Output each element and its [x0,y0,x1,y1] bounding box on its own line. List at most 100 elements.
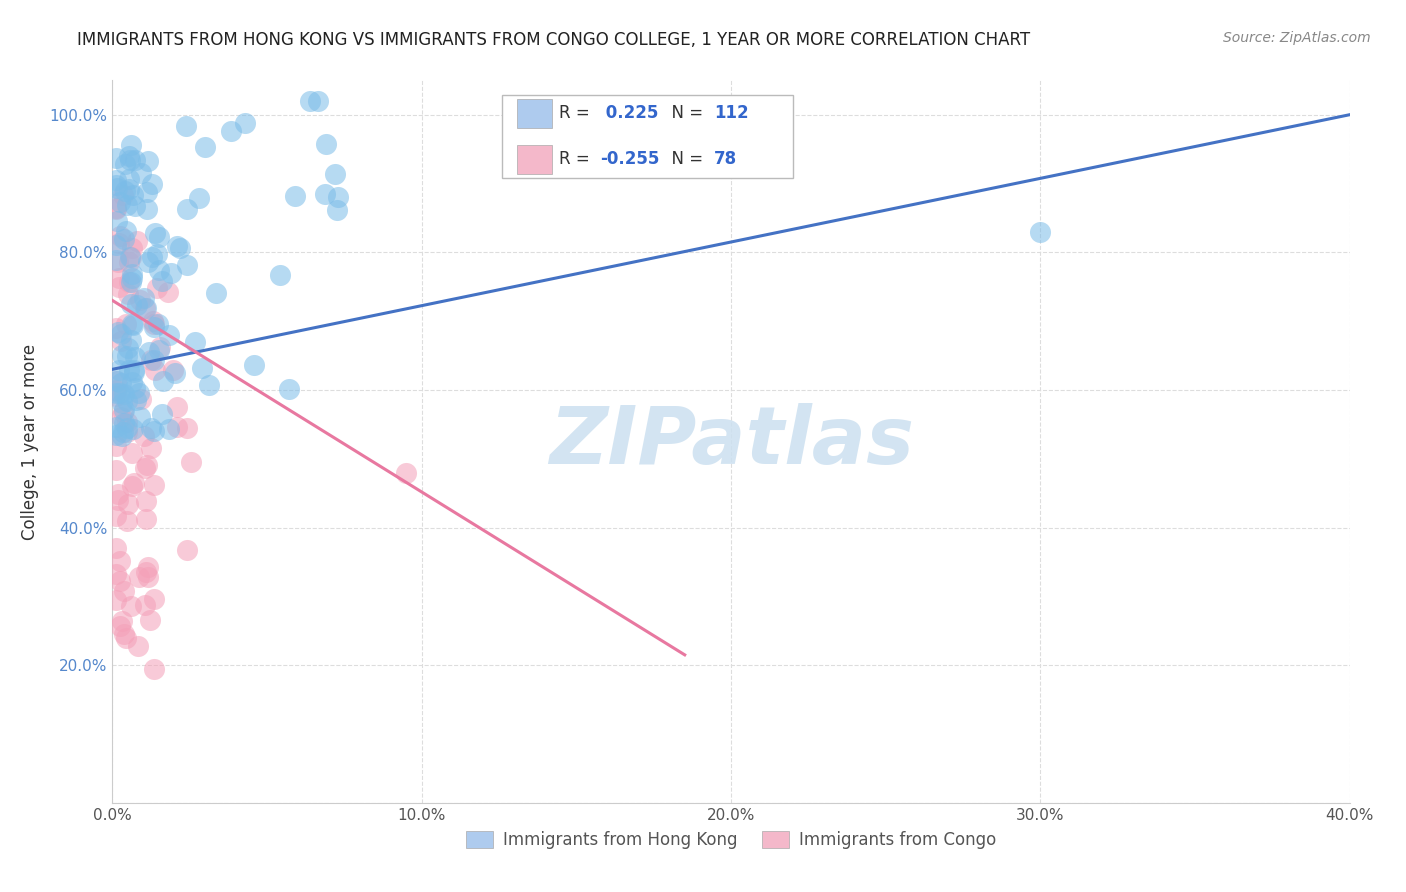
Point [118,363,141,377]
Point [176,258,198,272]
Point [315,137,337,152]
Point [104,509,127,524]
Point [219,123,242,137]
Point [169,241,191,255]
Point [104,321,127,335]
Point [107,493,129,508]
Point [139,442,162,456]
Point [112,188,135,202]
Point [104,201,127,215]
Point [108,194,131,209]
Point [166,419,188,434]
Point [104,386,127,401]
FancyBboxPatch shape [517,99,551,128]
Point [156,285,179,299]
Point [122,365,145,379]
Point [112,416,135,430]
Point [114,184,136,198]
Point [128,570,150,584]
Point [107,487,129,501]
Point [115,415,138,429]
Point [117,341,139,355]
Point [180,455,202,469]
Point [143,478,166,492]
Point [118,149,141,163]
Point [127,639,149,653]
Point [136,570,159,584]
Text: ZIPatlas: ZIPatlas [548,402,914,481]
Point [117,287,139,301]
Point [111,405,134,419]
Point [104,420,127,434]
Point [163,366,186,380]
Point [143,363,166,377]
Legend: Immigrants from Hong Kong, Immigrants from Congo: Immigrants from Hong Kong, Immigrants fr… [460,824,1002,856]
Point [118,276,141,290]
Point [176,202,198,216]
Point [135,512,157,526]
Point [107,255,129,269]
Point [148,343,170,357]
Point [104,463,127,477]
Point [120,250,142,264]
Point [136,255,159,269]
Y-axis label: College, 1 year or more: College, 1 year or more [21,343,38,540]
Point [104,566,127,581]
Point [120,138,142,153]
Point [174,120,197,134]
Point [104,428,127,442]
Point [152,374,174,388]
Point [108,554,131,568]
Point [121,445,143,459]
Point [108,618,131,632]
Text: 78: 78 [714,150,737,168]
Point [112,583,135,598]
Point [125,393,148,408]
Point [145,226,167,240]
Point [104,202,127,217]
Point [104,252,127,267]
Point [112,627,135,641]
Point [124,153,146,167]
Point [142,353,165,368]
Point [111,395,134,409]
Point [269,268,291,282]
Point [111,614,134,628]
Point [129,392,152,407]
Point [395,466,418,480]
Point [107,363,129,377]
Point [108,271,131,285]
Point [104,173,127,187]
Point [1029,225,1052,239]
Point [194,140,217,154]
Point [122,318,145,333]
Point [160,266,183,280]
Point [326,189,349,203]
Point [278,382,301,396]
Point [117,197,139,211]
Point [197,377,219,392]
Point [114,156,136,170]
Point [110,326,132,341]
Point [307,94,329,108]
Point [120,599,142,614]
Point [129,165,152,179]
Point [136,202,159,216]
Point [146,318,169,332]
Point [136,153,159,168]
Text: N =: N = [661,150,709,168]
Point [108,574,131,588]
Point [143,425,166,439]
Point [110,334,132,349]
Point [139,421,162,435]
Point [191,360,214,375]
Point [323,168,346,182]
Text: 112: 112 [714,104,748,122]
Point [299,94,322,108]
Text: N =: N = [661,104,709,122]
Point [135,301,157,315]
Text: R =: R = [560,104,595,122]
Text: 0.225: 0.225 [600,104,658,122]
Point [121,267,143,281]
Point [121,241,143,255]
